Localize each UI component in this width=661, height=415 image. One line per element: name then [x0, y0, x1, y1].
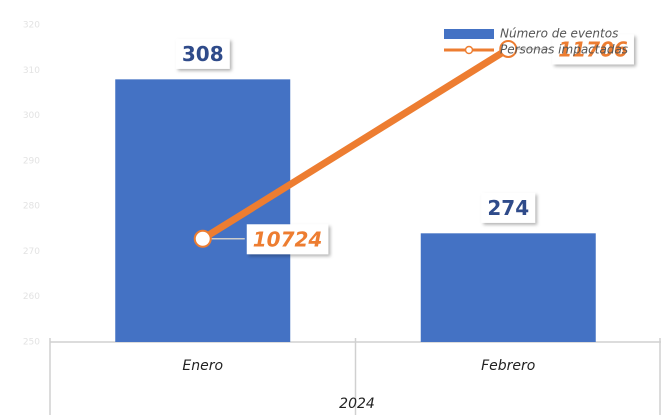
data-label-text: 10724: [253, 227, 323, 251]
data-label-text: 308: [182, 42, 224, 66]
data-label: 11706: [552, 34, 634, 65]
legend-label: Personas impactadas: [500, 43, 628, 57]
y-tick-label: 270: [23, 247, 40, 257]
point: [499, 39, 518, 58]
legend-marker: [464, 45, 474, 55]
y-tick-label: 320: [23, 21, 40, 31]
y-tick-label: 310: [23, 66, 40, 76]
marks: 308 274 10724 11706: [115, 34, 634, 342]
bar: [420, 233, 596, 342]
legend-swatch: [444, 29, 494, 39]
label-box: [175, 38, 230, 69]
y-tick-label: 280: [23, 202, 40, 212]
point: [193, 229, 212, 248]
group-label: 2024: [339, 396, 375, 412]
label-box: [552, 34, 634, 65]
y-tick-label: 250: [23, 338, 40, 348]
data-label-text: 11706: [558, 37, 628, 61]
x-tick-label: Febrero: [481, 358, 535, 374]
data-label: 10724: [246, 224, 329, 255]
data-label-text: 274: [487, 196, 529, 220]
axes: 250 260 270 280 290 300 310 320 Enero Febrero: [23, 21, 661, 415]
y-tick-label: 260: [23, 292, 40, 302]
line: [199, 45, 512, 243]
label-box: [481, 192, 536, 223]
label-box: [246, 224, 329, 255]
legend-label: Número de eventos: [500, 27, 618, 41]
x-tick-label: Enero: [182, 358, 223, 374]
y-tick-label: 300: [23, 111, 40, 121]
data-label: 308: [175, 38, 230, 69]
legend: Número de eventos Personas impactadas: [444, 27, 628, 57]
y-tick-label: 290: [23, 156, 40, 166]
data-label: 274: [481, 192, 536, 223]
bar: [115, 79, 291, 342]
